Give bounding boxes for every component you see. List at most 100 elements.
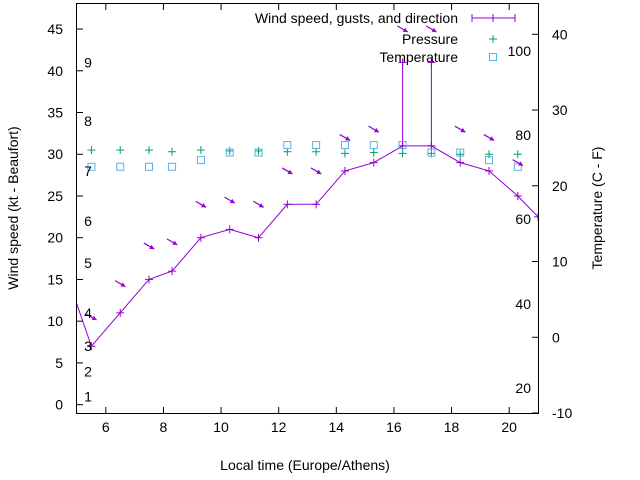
- temperature-point: [369, 141, 378, 150]
- arrow-head: [345, 136, 351, 141]
- beaufort-label: 1: [84, 388, 92, 404]
- wind-direction-arrow: [143, 242, 155, 250]
- arrow-head: [402, 27, 408, 33]
- x-tick-label: 14: [329, 419, 345, 435]
- beaufort-label: 8: [84, 113, 92, 129]
- x-tick-label: 20: [501, 419, 517, 435]
- y-tick-label: 40: [47, 63, 63, 79]
- beaufort-label: 4: [84, 305, 92, 321]
- y2-tick-label: 0: [552, 329, 560, 345]
- fahrenheit-label: 80: [515, 127, 531, 143]
- wind-speed-point: [427, 58, 436, 67]
- temperature-point: [87, 162, 96, 171]
- y-tick-label: 35: [47, 105, 63, 121]
- temperature-point: [312, 141, 321, 150]
- y2-tick-label: 10: [552, 254, 568, 270]
- arrow-head: [91, 315, 97, 321]
- wind-direction-arrow: [85, 313, 97, 321]
- temperature-point: [116, 162, 125, 171]
- wind-speed-point: [485, 166, 494, 175]
- pressure-point: [369, 148, 378, 157]
- arrow-head: [431, 27, 437, 33]
- wind-speed-point: [369, 158, 378, 167]
- y-tick-label: 5: [55, 355, 63, 371]
- arrow-head: [149, 244, 155, 250]
- temperature-point: [196, 156, 205, 165]
- pressure-point: [116, 146, 125, 155]
- y2-tick-label: 40: [552, 26, 568, 42]
- wind-speed-point: [168, 267, 177, 276]
- y2-tick-label: -10: [552, 405, 572, 421]
- y-tick-label: 0: [55, 397, 63, 413]
- wind-direction-arrow: [512, 159, 524, 167]
- temperature-point: [168, 162, 177, 171]
- beaufort-label: 6: [84, 213, 92, 229]
- temperature-point: [340, 141, 349, 150]
- wind-speed-line: [77, 62, 538, 348]
- pressure-point: [312, 147, 321, 156]
- fahrenheit-label: 20: [515, 380, 531, 396]
- y2-axis-label: Temperature (C - F): [589, 147, 605, 270]
- x-tick-label: 16: [386, 419, 402, 435]
- wind-speed-point: [340, 166, 349, 175]
- arrow-head: [258, 203, 264, 208]
- y-tick-label: 45: [47, 21, 63, 37]
- temperature-point: [254, 148, 263, 157]
- wind-direction-arrow: [224, 196, 236, 204]
- x-tick-label: 8: [160, 419, 168, 435]
- arrow-head: [120, 282, 126, 287]
- arrow-head: [489, 136, 495, 141]
- temperature-point: [456, 148, 465, 157]
- y-tick-label: 30: [47, 146, 63, 162]
- y-tick-label: 15: [47, 271, 63, 287]
- wind-direction-arrow: [397, 25, 409, 33]
- temperature-point: [427, 148, 436, 157]
- legend-label: Temperature: [379, 49, 458, 65]
- beaufort-label: 5: [84, 255, 92, 271]
- wind-speed-point: [534, 212, 538, 221]
- wind-direction-arrow: [483, 134, 495, 142]
- y-tick-label: 25: [47, 188, 63, 204]
- x-tick-label: 6: [102, 419, 110, 435]
- legend-label: Pressure: [402, 31, 458, 47]
- wind-direction-arrow: [310, 167, 322, 175]
- arrow-head: [287, 169, 293, 174]
- wind-speed-point: [116, 308, 125, 317]
- legend-square-symbol: [489, 53, 497, 61]
- wind-direction-arrow: [166, 238, 178, 246]
- wind-direction-arrow: [425, 25, 437, 33]
- x-axis-label: Local time (Europe/Athens): [220, 457, 390, 473]
- y-axis-label: Wind speed (kt - Beaufort): [5, 126, 21, 289]
- wind-direction-arrow: [454, 125, 466, 133]
- beaufort-label: 9: [84, 54, 92, 70]
- plot-area: [77, 25, 538, 351]
- fahrenheit-label: 60: [515, 211, 531, 227]
- wind-direction-arrow: [368, 125, 380, 133]
- temperature-point: [225, 148, 234, 157]
- beaufort-label: 7: [84, 163, 92, 179]
- temperature-point: [283, 141, 292, 150]
- y-tick-label: 20: [47, 230, 63, 246]
- legend-entry: Wind speed, gusts, and direction: [255, 10, 516, 26]
- wind-speed-point: [225, 225, 234, 234]
- pressure-point: [196, 146, 205, 155]
- wind-speed-point: [427, 141, 436, 150]
- pressure-point: [145, 146, 154, 155]
- arrow-head: [201, 203, 207, 208]
- wind-speed-point: [312, 200, 321, 209]
- wind-speed-point: [398, 58, 407, 67]
- wind-speed-point: [513, 191, 522, 200]
- temperature-point: [485, 156, 494, 165]
- fahrenheit-label: 40: [515, 296, 531, 312]
- pressure-point: [254, 146, 263, 155]
- x-tick-label: 10: [213, 419, 229, 435]
- wind-direction-arrow: [114, 280, 126, 288]
- wind-speed-point: [283, 200, 292, 209]
- pressure-point: [513, 150, 522, 159]
- wind-speed-point: [87, 342, 96, 351]
- legend-label: Wind speed, gusts, and direction: [255, 10, 458, 26]
- y-tick-label: 10: [47, 313, 63, 329]
- wind-speed-point: [145, 275, 154, 284]
